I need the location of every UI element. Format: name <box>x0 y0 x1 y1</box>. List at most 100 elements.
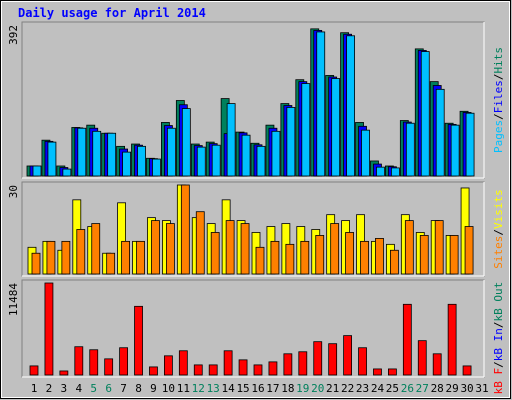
bar <box>46 240 56 275</box>
bar <box>223 350 233 376</box>
x-tick-label: 11 <box>177 382 190 395</box>
x-tick-label: 10 <box>162 382 175 395</box>
x-tick-label: 13 <box>207 382 220 395</box>
legend-separator: / <box>492 361 505 368</box>
bar <box>210 232 220 275</box>
legend-separator: / <box>492 113 505 120</box>
y-tick-label: 11484 <box>7 283 20 316</box>
bar <box>390 167 400 177</box>
bar <box>211 144 221 177</box>
x-tick-label: 16 <box>251 382 264 395</box>
bar <box>270 240 280 275</box>
bar <box>360 240 369 275</box>
x-tick-label: 20 <box>311 382 324 395</box>
bar <box>450 124 460 177</box>
bar <box>195 211 205 275</box>
bar <box>74 346 84 376</box>
bar <box>107 132 117 177</box>
legend: kB F/kB In/kB Out <box>492 282 505 395</box>
bar <box>226 103 236 177</box>
bar <box>193 364 203 376</box>
bar <box>29 365 39 376</box>
bar <box>328 343 338 376</box>
bar <box>435 88 445 177</box>
bar <box>387 368 397 376</box>
bar <box>434 220 444 275</box>
bar <box>449 235 459 275</box>
x-tick-label: 21 <box>326 382 339 395</box>
bar <box>389 249 399 275</box>
bar <box>62 168 72 177</box>
x-tick-label: 22 <box>341 382 354 395</box>
bar <box>402 303 412 376</box>
bar <box>119 347 128 376</box>
x-tick-label: 8 <box>135 382 142 395</box>
bar <box>196 146 206 177</box>
bar <box>346 35 356 177</box>
bar <box>165 223 175 275</box>
bar <box>77 127 87 177</box>
bar <box>331 78 341 177</box>
legend-entry: Sites <box>492 236 505 269</box>
bar <box>286 107 296 177</box>
y-tick-label: 30 <box>7 185 20 198</box>
bar <box>240 223 250 275</box>
x-tick-label: 1 <box>31 382 38 395</box>
legend-entry: Pages <box>492 120 505 153</box>
bar <box>151 220 160 275</box>
bar <box>268 361 278 376</box>
legend-entry: Files <box>492 80 505 113</box>
bar <box>462 365 472 376</box>
bar <box>180 184 190 275</box>
x-tick-label: 14 <box>222 382 236 395</box>
bar <box>315 235 325 275</box>
bar <box>89 349 99 376</box>
legend: Pages/Files/Hits <box>492 47 505 153</box>
x-tick-label: 25 <box>386 382 399 395</box>
bar <box>225 220 235 275</box>
bar <box>253 364 263 376</box>
bar <box>404 220 414 275</box>
x-tick-label: 29 <box>446 382 459 395</box>
legend-entry: kB Out <box>492 282 505 322</box>
bar <box>31 252 41 275</box>
legend-entry: Hits <box>492 47 505 74</box>
bar <box>358 347 367 376</box>
x-tick-label: 19 <box>296 382 309 395</box>
legend-entry: kB In <box>492 328 505 361</box>
bar <box>181 108 191 177</box>
bar <box>59 370 69 376</box>
bar <box>137 145 146 177</box>
bar <box>238 359 248 376</box>
bar <box>283 353 293 376</box>
bar <box>301 83 311 177</box>
bar <box>32 165 42 177</box>
bar <box>255 246 265 275</box>
bar <box>420 51 430 177</box>
bar <box>447 303 457 376</box>
bar <box>271 130 281 177</box>
x-tick-label: 17 <box>266 382 279 395</box>
bar <box>241 134 251 177</box>
bar <box>104 358 114 376</box>
x-tick-label: 26 <box>401 382 414 395</box>
x-tick-label: 9 <box>150 382 157 395</box>
legend-separator: / <box>492 321 505 328</box>
x-tick-label: 15 <box>236 382 249 395</box>
bar <box>300 240 310 275</box>
x-tick-label: 27 <box>416 382 429 395</box>
legend-entry: Visits <box>492 189 505 229</box>
bar <box>92 130 102 177</box>
y-tick-label: 392 <box>7 25 20 45</box>
bar <box>330 223 340 275</box>
x-tick-label: 28 <box>431 382 444 395</box>
bar <box>122 151 131 177</box>
bar <box>419 235 429 275</box>
x-tick-label: 3 <box>61 382 68 395</box>
bar <box>121 240 130 275</box>
legend: Sites/Visits <box>492 189 505 269</box>
bar <box>163 355 173 376</box>
